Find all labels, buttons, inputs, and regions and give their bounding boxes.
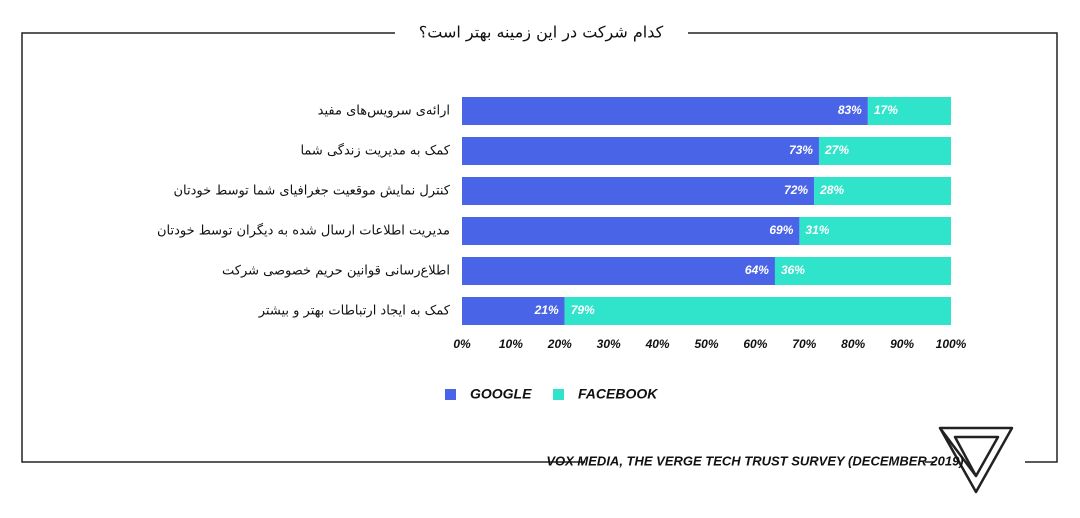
source: VOX MEDIA, THE VERGE TECH TRUST SURVEY (… [546, 453, 963, 468]
x-tick-label: 90% [890, 337, 914, 351]
frame-line [688, 32, 1058, 463]
x-tick-label: 100% [936, 337, 967, 351]
bar-segment [867, 97, 951, 125]
legend-label: GOOGLE [470, 386, 532, 402]
value-label: 31% [805, 223, 829, 237]
bar-segment [462, 177, 815, 205]
x-tick-label: 60% [743, 337, 767, 351]
bar-segment [774, 257, 951, 285]
x-tick-label: 0% [453, 337, 471, 351]
logo-shape [938, 426, 1014, 494]
value-label: 72% [784, 183, 808, 197]
x-tick-label: 10% [499, 337, 523, 351]
value-label: 28% [819, 183, 844, 197]
logo [938, 426, 1014, 494]
value-label: 21% [534, 303, 559, 317]
category-label: کمک به ایجاد ارتباطات بهتر و بیشتر [258, 304, 451, 319]
bar-segment [462, 97, 868, 125]
value-label: 83% [838, 103, 862, 117]
frame [21, 32, 1058, 463]
value-label: 64% [745, 263, 769, 277]
x-tick-label: 20% [547, 337, 572, 351]
x-tick-label: 80% [841, 337, 865, 351]
bar-segment [462, 297, 565, 325]
category-label: کنترل نمایش موقعیت جغرافیای شما توسط خود… [173, 184, 450, 199]
x-tick-label: 70% [792, 337, 816, 351]
value-label: 17% [874, 103, 898, 117]
legend-swatch [553, 389, 564, 400]
frame-line [21, 32, 585, 463]
logo-shape [953, 435, 1000, 478]
bar-segment [564, 297, 951, 325]
bar-segment [462, 137, 819, 165]
category-label: ارائه‌ی سرویس‌های مفید [318, 104, 450, 119]
value-label: 69% [769, 223, 793, 237]
value-label: 79% [571, 303, 595, 317]
category-label: مدیریت اطلاعات ارسال شده به دیگران توسط … [157, 223, 450, 239]
category-label: اطلاع‌رسانی قوانین حریم خصوصی شرکت [222, 264, 450, 279]
x-tick-label: 50% [694, 337, 718, 351]
x-tick-label: 30% [597, 337, 621, 351]
value-label: 27% [824, 143, 849, 157]
x-tick-label: 40% [645, 337, 670, 351]
chart-title: کدام شرکت در این زمینه بهتر است؟ [419, 23, 664, 43]
legend-swatch [445, 389, 456, 400]
legend-label: FACEBOOK [578, 386, 658, 402]
bar-segment [818, 137, 951, 165]
value-label: 73% [789, 143, 813, 157]
category-label: کمک به مدیریت زندگی شما [300, 143, 450, 159]
bar-segment [799, 217, 951, 245]
bar-segment [814, 177, 951, 205]
value-label: 36% [781, 263, 805, 277]
bar-segment [462, 217, 800, 245]
logo-shape [939, 427, 977, 477]
bar-segment [462, 257, 775, 285]
